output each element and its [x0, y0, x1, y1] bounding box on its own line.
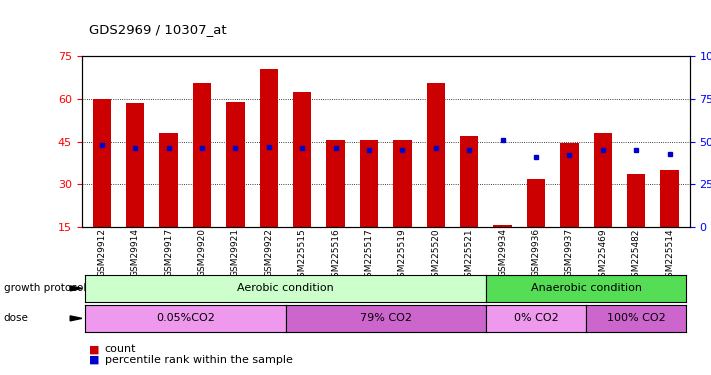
Bar	[260, 69, 278, 227]
Text: 0% CO2: 0% CO2	[513, 314, 558, 323]
Bar	[661, 170, 679, 227]
Bar	[126, 103, 144, 227]
Text: Anaerobic condition: Anaerobic condition	[530, 284, 641, 293]
Text: dose: dose	[4, 314, 28, 323]
Text: 100% CO2: 100% CO2	[607, 314, 665, 323]
Bar	[594, 133, 612, 227]
Bar	[460, 136, 479, 227]
Bar	[226, 102, 245, 227]
Text: GDS2969 / 10307_at: GDS2969 / 10307_at	[89, 22, 227, 36]
Bar	[427, 83, 445, 227]
Bar	[627, 174, 646, 227]
Text: ■: ■	[89, 345, 100, 354]
Bar	[193, 83, 211, 227]
Bar	[560, 143, 579, 227]
Text: percentile rank within the sample: percentile rank within the sample	[105, 355, 292, 365]
Bar	[159, 133, 178, 227]
Text: Aerobic condition: Aerobic condition	[237, 284, 334, 293]
Text: 79% CO2: 79% CO2	[360, 314, 412, 323]
Text: 0.05%CO2: 0.05%CO2	[156, 314, 215, 323]
Bar	[360, 140, 378, 227]
Text: count: count	[105, 345, 136, 354]
Bar	[527, 178, 545, 227]
Text: ■: ■	[89, 355, 100, 365]
Bar	[326, 140, 345, 227]
Bar	[493, 225, 512, 227]
Bar	[293, 92, 311, 227]
Bar	[393, 140, 412, 227]
Text: growth protocol: growth protocol	[4, 284, 86, 293]
Bar	[92, 99, 111, 227]
